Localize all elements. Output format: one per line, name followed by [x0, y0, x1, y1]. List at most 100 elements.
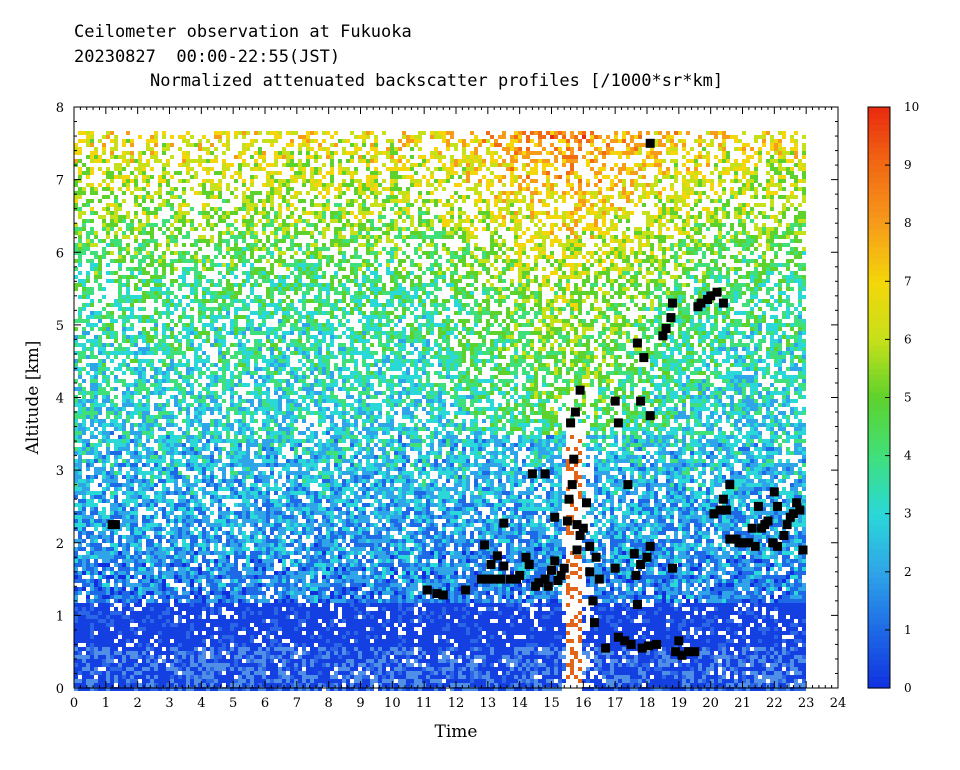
heatmap-cell	[282, 211, 286, 215]
heatmap-cell	[158, 147, 162, 151]
heatmap-cell	[138, 147, 142, 151]
heatmap-cell	[534, 187, 538, 191]
heatmap-cell	[98, 227, 102, 231]
heatmap-cell	[366, 147, 370, 151]
heatmap-cell	[334, 135, 338, 139]
heatmap-cell	[690, 211, 694, 215]
heatmap-cell	[798, 183, 802, 187]
heatmap-cell	[710, 175, 714, 179]
heatmap-cell	[182, 199, 186, 203]
heatmap-cell	[722, 215, 726, 219]
heatmap-cell	[654, 235, 658, 239]
heatmap-cell	[146, 223, 150, 227]
heatmap-cell	[502, 219, 506, 223]
heatmap-cell	[602, 151, 606, 155]
heatmap-cell	[782, 135, 786, 139]
heatmap-cell	[278, 231, 282, 235]
heatmap-cell	[510, 231, 514, 235]
heatmap-cell	[650, 219, 654, 223]
heatmap-cell	[322, 143, 326, 147]
heatmap-cell	[426, 183, 430, 187]
heatmap-cell	[290, 227, 294, 231]
heatmap-cell	[262, 179, 266, 183]
heatmap-cell	[178, 143, 182, 147]
heatmap-cell	[614, 223, 618, 227]
heatmap-cell	[434, 151, 438, 155]
heatmap-cell	[766, 187, 770, 191]
heatmap-cell	[706, 235, 710, 239]
heatmap-cell	[514, 183, 518, 187]
heatmap-cell	[414, 235, 418, 239]
heatmap-cell	[214, 167, 218, 171]
heatmap-cell	[94, 207, 98, 211]
heatmap-cell	[306, 175, 310, 179]
heatmap-cell	[246, 199, 250, 203]
chart-title-station: Ceilometer observation at Fukuoka	[74, 22, 412, 42]
heatmap-cell	[518, 171, 522, 175]
heatmap-cell	[666, 187, 670, 191]
heatmap-cell	[654, 231, 658, 235]
heatmap-cell	[258, 231, 262, 235]
heatmap-cell	[210, 139, 214, 143]
heatmap-cell	[594, 183, 598, 187]
heatmap-cell	[694, 131, 698, 135]
heatmap-cell	[334, 219, 338, 223]
heatmap-cell	[718, 231, 722, 235]
heatmap-cell	[266, 191, 270, 195]
heatmap-cell	[154, 215, 158, 219]
heatmap-cell	[730, 183, 734, 187]
heatmap-cell	[530, 175, 534, 179]
heatmap-cell	[686, 191, 690, 195]
heatmap-cell	[142, 199, 146, 203]
heatmap-cell	[510, 219, 514, 223]
heatmap-cell	[238, 131, 242, 135]
heatmap-cell	[522, 223, 526, 227]
heatmap-cell	[474, 131, 478, 135]
heatmap-cell	[306, 163, 310, 167]
heatmap-cell	[578, 227, 582, 231]
heatmap-cell	[90, 171, 94, 175]
heatmap-cell	[350, 171, 354, 175]
heatmap-cell	[198, 239, 202, 243]
heatmap-cell	[622, 191, 626, 195]
heatmap-cell	[426, 163, 430, 167]
heatmap-cell	[398, 199, 402, 203]
heatmap-cell	[386, 235, 390, 239]
heatmap-cell	[142, 179, 146, 183]
heatmap-cell	[670, 227, 674, 231]
heatmap-cell	[690, 203, 694, 207]
heatmap-cell	[202, 187, 206, 191]
heatmap-cell	[442, 139, 446, 143]
heatmap-cell	[802, 175, 806, 179]
heatmap-cell	[490, 131, 494, 135]
heatmap-cell	[490, 187, 494, 191]
heatmap-cell	[682, 131, 686, 135]
heatmap-cell	[254, 147, 258, 151]
heatmap-cell	[770, 231, 774, 235]
heatmap-cell	[242, 219, 246, 223]
heatmap-cell	[398, 187, 402, 191]
heatmap-cell	[766, 203, 770, 207]
heatmap-cell	[678, 147, 682, 151]
heatmap-cell	[462, 203, 466, 207]
heatmap-cell	[782, 231, 786, 235]
heatmap-cell	[454, 159, 458, 163]
heatmap-cell	[778, 215, 782, 219]
heatmap-cell	[386, 179, 390, 183]
heatmap-cell	[398, 195, 402, 199]
heatmap-cell	[638, 175, 642, 179]
heatmap-cell	[570, 151, 574, 155]
heatmap-cell	[526, 151, 530, 155]
heatmap-cell	[674, 227, 678, 231]
heatmap-cell	[714, 203, 718, 207]
heatmap-cell	[634, 171, 638, 175]
heatmap-cell	[298, 163, 302, 167]
heatmap-cell	[146, 231, 150, 235]
heatmap-cell	[586, 195, 590, 199]
heatmap-cell	[802, 191, 806, 195]
heatmap-cell	[122, 215, 126, 219]
heatmap-cell	[302, 211, 306, 215]
heatmap-cell	[770, 235, 774, 239]
heatmap-cell	[246, 139, 250, 143]
heatmap-cell	[754, 207, 758, 211]
